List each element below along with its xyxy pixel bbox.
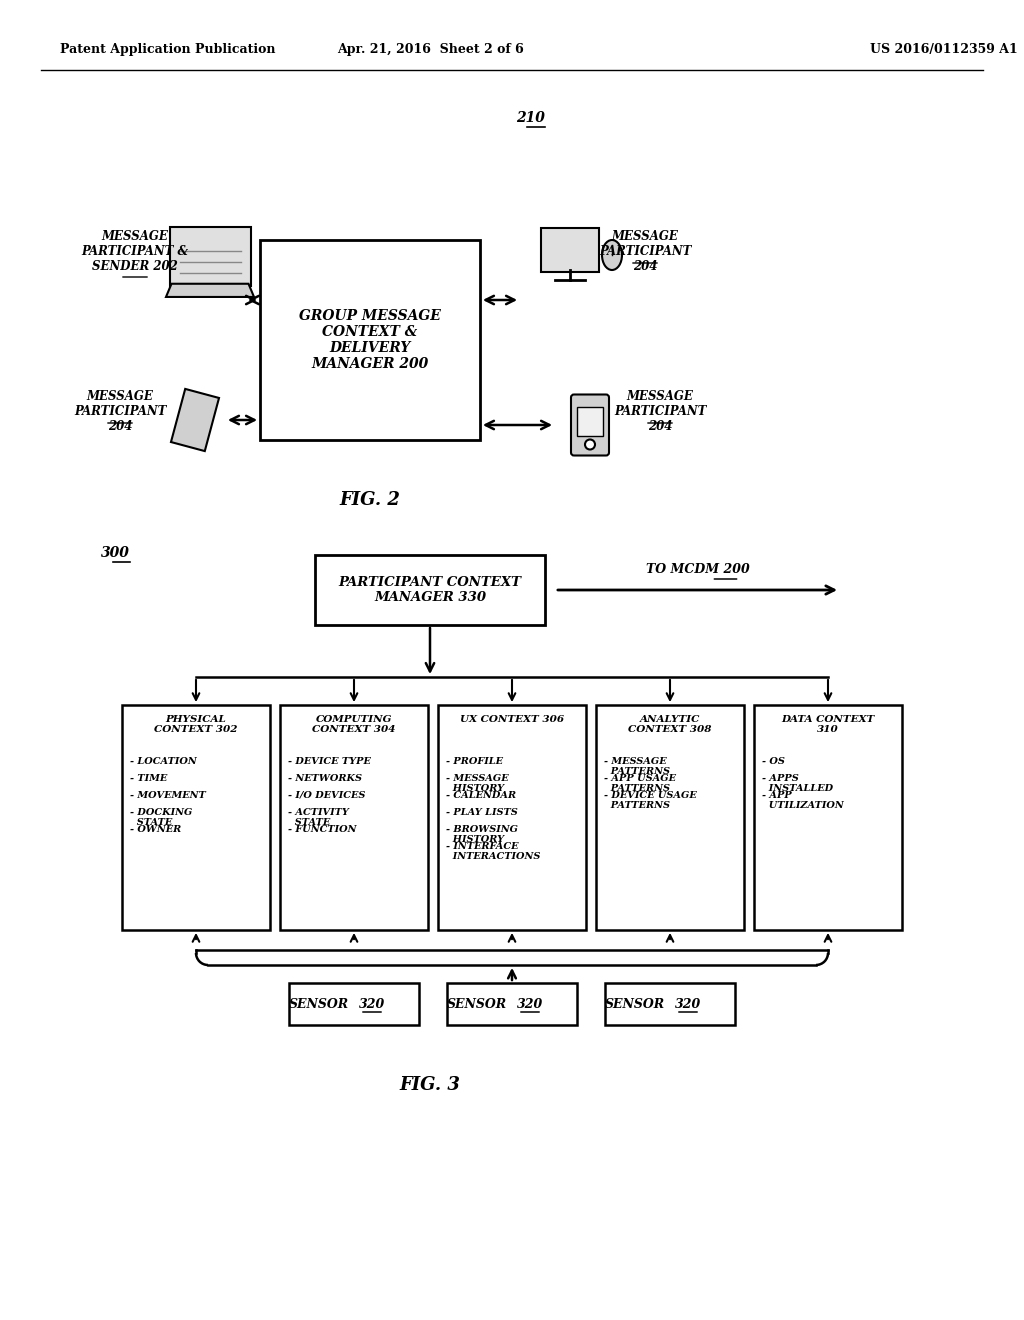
Text: MESSAGE
PARTICIPANT
204: MESSAGE PARTICIPANT 204 bbox=[613, 389, 707, 433]
Text: 300: 300 bbox=[100, 546, 129, 560]
Text: - APP USAGE
  PATTERNS: - APP USAGE PATTERNS bbox=[604, 774, 676, 793]
Text: - APP
  UTILIZATION: - APP UTILIZATION bbox=[762, 791, 844, 810]
Text: MESSAGE
PARTICIPANT
204: MESSAGE PARTICIPANT 204 bbox=[599, 230, 691, 273]
FancyBboxPatch shape bbox=[447, 983, 577, 1026]
Text: PARTICIPANT CONTEXT
MANAGER 330: PARTICIPANT CONTEXT MANAGER 330 bbox=[339, 576, 521, 605]
FancyBboxPatch shape bbox=[605, 983, 735, 1026]
Text: - MESSAGE
  HISTORY: - MESSAGE HISTORY bbox=[446, 774, 509, 793]
Text: TO MCDM 200: TO MCDM 200 bbox=[645, 564, 750, 576]
Text: 320: 320 bbox=[358, 998, 385, 1011]
Text: Apr. 21, 2016  Sheet 2 of 6: Apr. 21, 2016 Sheet 2 of 6 bbox=[337, 44, 523, 57]
FancyBboxPatch shape bbox=[289, 983, 419, 1026]
Text: - PLAY LISTS: - PLAY LISTS bbox=[446, 808, 518, 817]
Text: - ACTIVITY
  STATE: - ACTIVITY STATE bbox=[288, 808, 349, 828]
FancyBboxPatch shape bbox=[122, 705, 270, 931]
Text: FIG. 3: FIG. 3 bbox=[399, 1076, 461, 1094]
Text: SENSOR: SENSOR bbox=[289, 998, 349, 1011]
Text: SENSOR: SENSOR bbox=[605, 998, 665, 1011]
Text: DATA CONTEXT
310: DATA CONTEXT 310 bbox=[781, 715, 874, 734]
FancyBboxPatch shape bbox=[170, 227, 251, 285]
FancyBboxPatch shape bbox=[438, 705, 586, 931]
FancyBboxPatch shape bbox=[280, 705, 428, 931]
Text: - FUNCTION: - FUNCTION bbox=[288, 825, 356, 834]
Text: - MESSAGE
  PATTERNS: - MESSAGE PATTERNS bbox=[604, 756, 670, 776]
Text: 320: 320 bbox=[517, 998, 543, 1011]
Ellipse shape bbox=[602, 240, 622, 271]
FancyBboxPatch shape bbox=[541, 227, 599, 272]
Circle shape bbox=[585, 440, 595, 450]
Text: Patent Application Publication: Patent Application Publication bbox=[60, 44, 275, 57]
Text: PHYSICAL
CONTEXT 302: PHYSICAL CONTEXT 302 bbox=[155, 715, 238, 734]
Text: US 2016/0112359 A1: US 2016/0112359 A1 bbox=[870, 44, 1018, 57]
Text: - NETWORKS: - NETWORKS bbox=[288, 774, 362, 783]
FancyBboxPatch shape bbox=[315, 554, 545, 624]
Text: MESSAGE
PARTICIPANT
204: MESSAGE PARTICIPANT 204 bbox=[74, 389, 166, 433]
Text: - MOVEMENT: - MOVEMENT bbox=[130, 791, 206, 800]
Polygon shape bbox=[171, 389, 219, 451]
Text: - BROWSING
  HISTORY: - BROWSING HISTORY bbox=[446, 825, 518, 845]
Text: - CALENDAR: - CALENDAR bbox=[446, 791, 516, 800]
Text: - PROFILE: - PROFILE bbox=[446, 756, 503, 766]
Text: COMPUTING
CONTEXT 304: COMPUTING CONTEXT 304 bbox=[312, 715, 395, 734]
FancyBboxPatch shape bbox=[260, 240, 480, 440]
FancyBboxPatch shape bbox=[577, 407, 603, 436]
FancyBboxPatch shape bbox=[754, 705, 902, 931]
Text: GROUP MESSAGE
CONTEXT &
DELIVERY
MANAGER 200: GROUP MESSAGE CONTEXT & DELIVERY MANAGER… bbox=[299, 309, 441, 371]
Text: - I/O DEVICES: - I/O DEVICES bbox=[288, 791, 366, 800]
Text: SENSOR: SENSOR bbox=[446, 998, 507, 1011]
Text: - LOCATION: - LOCATION bbox=[130, 756, 197, 766]
Polygon shape bbox=[166, 284, 254, 297]
FancyBboxPatch shape bbox=[596, 705, 744, 931]
Text: 320: 320 bbox=[675, 998, 701, 1011]
Text: - APPS
  INSTALLED: - APPS INSTALLED bbox=[762, 774, 834, 793]
Text: - DOCKING
  STATE: - DOCKING STATE bbox=[130, 808, 193, 828]
Text: ANALYTIC
CONTEXT 308: ANALYTIC CONTEXT 308 bbox=[629, 715, 712, 734]
Text: - DEVICE TYPE: - DEVICE TYPE bbox=[288, 756, 371, 766]
Text: FIG. 2: FIG. 2 bbox=[340, 491, 400, 510]
Text: 210: 210 bbox=[515, 111, 545, 125]
Text: - OS: - OS bbox=[762, 756, 784, 766]
Text: - DEVICE USAGE
  PATTERNS: - DEVICE USAGE PATTERNS bbox=[604, 791, 696, 810]
Text: - TIME: - TIME bbox=[130, 774, 167, 783]
Text: - INTERFACE
  INTERACTIONS: - INTERFACE INTERACTIONS bbox=[446, 842, 541, 862]
Text: - OWNER: - OWNER bbox=[130, 825, 181, 834]
FancyBboxPatch shape bbox=[571, 395, 609, 455]
Text: MESSAGE
PARTICIPANT &
SENDER 202: MESSAGE PARTICIPANT & SENDER 202 bbox=[82, 230, 188, 273]
Text: UX CONTEXT 306: UX CONTEXT 306 bbox=[460, 715, 564, 723]
